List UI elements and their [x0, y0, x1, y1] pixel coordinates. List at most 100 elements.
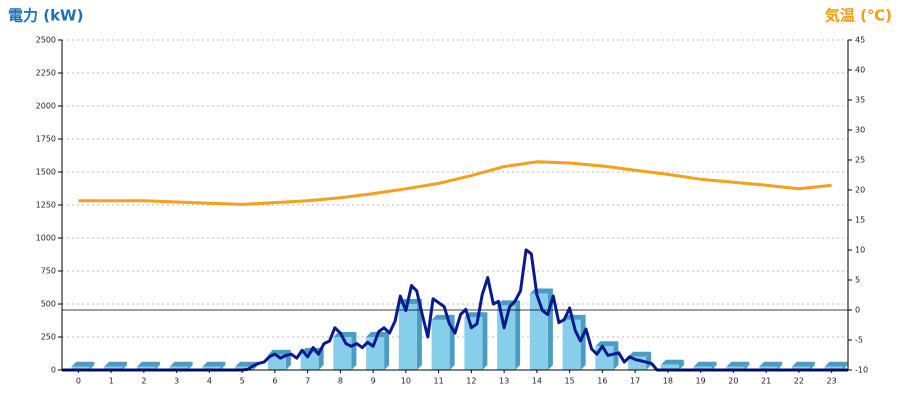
bar — [824, 366, 843, 370]
line — [78, 160, 832, 206]
bar — [726, 366, 745, 370]
y2-tick-label: -5 — [855, 336, 863, 345]
bar — [136, 366, 155, 370]
x-tick-label: 10 — [401, 377, 411, 386]
x-tick-label: 18 — [663, 377, 673, 386]
bar-side — [187, 361, 193, 370]
bar — [791, 366, 810, 370]
bar-side — [842, 361, 848, 370]
x-tick-label: 6 — [272, 377, 277, 386]
y2-tick-label: 35 — [855, 96, 865, 105]
x-tick-label: 8 — [338, 377, 343, 386]
bar — [71, 366, 90, 370]
bar — [398, 304, 417, 370]
bar-top — [169, 361, 193, 367]
bar-top — [759, 361, 783, 367]
right-axis-title: 気温 (℃) — [825, 7, 892, 25]
y-tick-label: 250 — [41, 333, 56, 342]
x-tick-label: 23 — [827, 377, 837, 386]
bar-top — [104, 361, 128, 367]
x-tick-label: 5 — [240, 377, 245, 386]
bar-top — [693, 361, 717, 367]
bar-side — [711, 361, 717, 370]
bar-side — [580, 314, 586, 370]
x-tick-label: 3 — [174, 377, 179, 386]
bar-side — [777, 361, 783, 370]
bar — [562, 319, 581, 370]
x-tick-label: 14 — [532, 377, 542, 386]
bar-side — [122, 361, 128, 370]
bar — [202, 366, 221, 370]
y2-tick-label: 10 — [855, 246, 865, 255]
bar-top — [136, 361, 160, 367]
y-tick-label: 1000 — [36, 234, 56, 243]
x-tick-label: 13 — [499, 377, 509, 386]
y2-tick-label: 45 — [855, 36, 865, 45]
bar — [333, 337, 352, 370]
y2-tick-label: 30 — [855, 126, 865, 135]
y2-tick-label: 20 — [855, 186, 865, 195]
bar-top — [726, 361, 750, 367]
x-tick-label: 21 — [761, 377, 771, 386]
bar-side — [384, 332, 390, 370]
bar — [693, 366, 712, 370]
bar-side — [744, 361, 750, 370]
y2-tick-label: 5 — [855, 276, 860, 285]
bar-top — [660, 359, 684, 365]
bar-top — [595, 341, 619, 347]
y2-tick-label: 0 — [855, 306, 860, 315]
bar-side — [678, 359, 684, 370]
bar-side — [482, 312, 488, 370]
x-tick-label: 1 — [109, 377, 114, 386]
x-tick-label: 16 — [597, 377, 607, 386]
y-tick-label: 1250 — [36, 201, 56, 210]
y2-tick-label: -10 — [855, 366, 868, 375]
bar-top — [562, 314, 586, 320]
y-tick-label: 1500 — [36, 168, 56, 177]
bar-top — [71, 361, 95, 367]
x-tick-label: 19 — [696, 377, 706, 386]
bar-top — [464, 312, 488, 318]
y-tick-label: 2500 — [36, 36, 56, 45]
y-tick-label: 2000 — [36, 102, 56, 111]
bar-side — [89, 361, 95, 370]
bar-side — [416, 299, 422, 370]
bar-top — [202, 361, 226, 367]
x-tick-label: 4 — [207, 377, 212, 386]
bar-top — [398, 299, 422, 304]
bar-side — [646, 351, 652, 370]
bar-side — [515, 300, 521, 370]
x-tick-label: 9 — [371, 377, 376, 386]
y-tick-label: 1750 — [36, 135, 56, 144]
bar-top — [824, 361, 848, 367]
bar — [464, 317, 483, 370]
bar-top — [791, 361, 815, 367]
bar — [300, 352, 319, 370]
x-tick-label: 7 — [305, 377, 310, 386]
bar-side — [809, 361, 815, 370]
bar-top — [628, 351, 652, 357]
bar — [104, 366, 123, 370]
x-tick-label: 15 — [565, 377, 575, 386]
bar-side — [220, 361, 226, 370]
line — [62, 248, 848, 372]
x-tick-label: 0 — [76, 377, 81, 386]
bar — [660, 364, 679, 370]
bar — [169, 366, 188, 370]
x-tick-label: 22 — [794, 377, 804, 386]
x-tick-label: 12 — [466, 377, 476, 386]
y-tick-label: 750 — [41, 267, 56, 276]
y-tick-label: 0 — [51, 366, 56, 375]
bar — [431, 319, 450, 370]
x-tick-label: 20 — [728, 377, 738, 386]
bar-side — [613, 341, 619, 370]
y-tick-label: 500 — [41, 300, 56, 309]
x-tick-label: 2 — [141, 377, 146, 386]
left-axis-title: 電力 (kW) — [8, 7, 83, 25]
bar-side — [351, 332, 357, 370]
y2-tick-label: 25 — [855, 156, 865, 165]
bar-side — [154, 361, 160, 370]
y-tick-label: 2250 — [36, 69, 56, 78]
bar — [759, 366, 778, 370]
